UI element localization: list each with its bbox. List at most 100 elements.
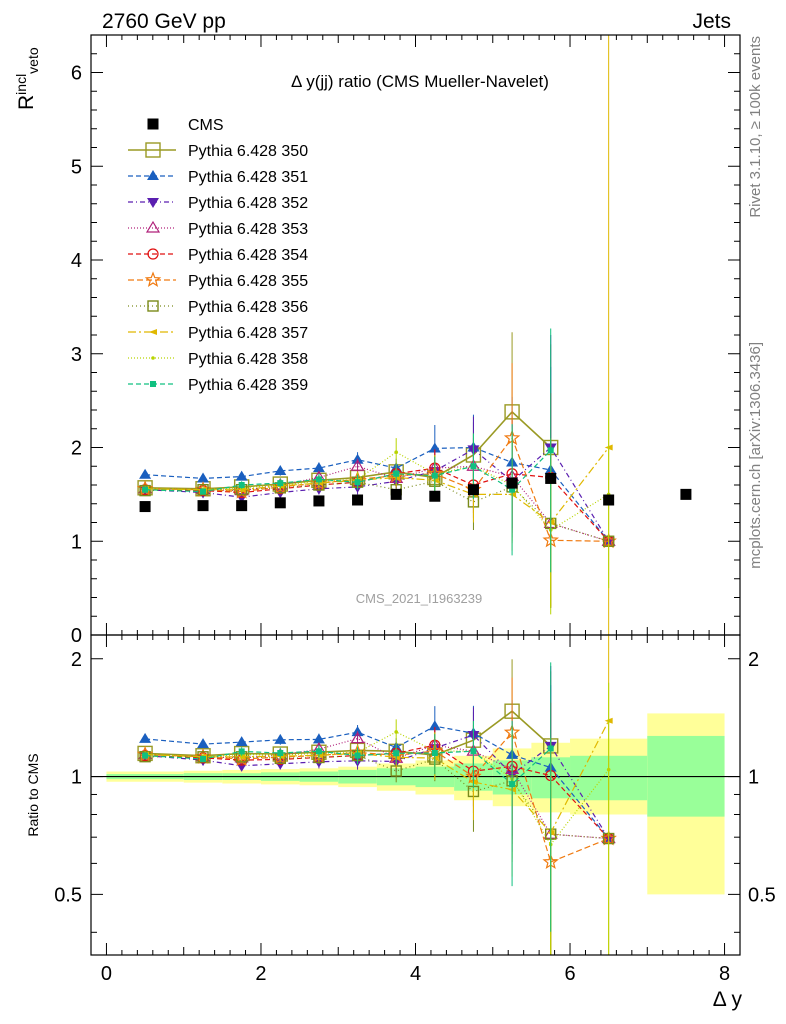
series-10-ratio (142, 662, 554, 932)
series-point (277, 480, 284, 487)
y-tick-label: 1 (71, 531, 82, 553)
y-tick-label: 5 (71, 156, 82, 178)
legend-label: Pythia 6.428 354 (188, 247, 308, 264)
series-line (145, 446, 610, 542)
ratio-y-tick-label: 2 (71, 649, 82, 671)
ratio-series-point (354, 752, 361, 759)
y-tick-label: 4 (71, 250, 82, 272)
legend-marker (147, 170, 159, 180)
legend-marker (151, 356, 155, 360)
legend-entry-9: Pythia 6.428 358 (128, 351, 308, 368)
ratio-series-point (393, 750, 400, 757)
legend-label: Pythia 6.428 359 (188, 377, 308, 394)
rivet-version-label: Rivet 3.1.10, ≥ 100k events (747, 36, 764, 218)
legend-label: Pythia 6.428 353 (188, 221, 308, 238)
legend-marker (145, 220, 161, 233)
series-point (200, 488, 207, 495)
series-point (235, 470, 248, 481)
series-point (547, 447, 554, 454)
legend-marker (147, 248, 159, 260)
data-series-main (139, 472, 692, 513)
mcplots-source-label: mcplots.cern.ch [arXiv:1306.3436] (747, 342, 764, 569)
series-line (145, 467, 610, 542)
data-point (236, 500, 248, 512)
series-point (238, 482, 245, 488)
legend-entry-3: Pythia 6.428 352 (128, 195, 308, 212)
legend-marker (144, 271, 162, 288)
ratio-series-point (315, 748, 322, 755)
ratio-y-axis-label: Ratio to CMS (25, 753, 41, 836)
ratio-y-tick-label: 1 (71, 767, 82, 789)
series-point (139, 484, 151, 497)
legend-entry-4: Pythia 6.428 353 (128, 220, 308, 238)
x-tick-label: 8 (719, 963, 730, 985)
ratio-series-line (145, 734, 610, 839)
ratio-series-point (394, 730, 398, 734)
series-point (197, 472, 210, 483)
series-7-main (139, 430, 615, 608)
series-point (509, 486, 516, 493)
data-point (139, 501, 151, 513)
ratio-plot-panel: 0 2 4 6 8 0.5 0.5 1 1 2 2 (54, 634, 776, 985)
legend-label: Pythia 6.428 356 (188, 299, 308, 316)
series-point (354, 479, 361, 486)
series-line (145, 449, 552, 493)
series-9-main (143, 400, 611, 615)
legend-entry-1: Pythia 6.428 350 (128, 142, 308, 160)
ratio-y-tick-label: 0.5 (54, 884, 82, 906)
ratio-series-line (145, 720, 610, 834)
data-point (680, 488, 692, 500)
series-line (145, 446, 610, 542)
ratio-series-point (238, 748, 245, 755)
ratio-y-tick-label-right: 0.5 (748, 884, 776, 906)
legend-entry-5: Pythia 6.428 354 (128, 247, 308, 264)
data-point (390, 488, 402, 500)
ratio-series-line (145, 748, 552, 785)
y-tick-label: 6 (71, 63, 82, 85)
ratio-series-point (351, 726, 364, 737)
legend-entry-data: CMS (147, 117, 224, 134)
ratio-series-line (145, 725, 610, 839)
ratio-series-point (277, 749, 284, 756)
data-point (545, 472, 557, 484)
ratio-series-point (142, 752, 149, 759)
svg-text:Rinclveto: Rinclveto (13, 47, 41, 110)
series-point (428, 442, 441, 453)
legend-marker (145, 142, 161, 158)
ratio-series-line (145, 731, 610, 846)
legend-entry-8: Pythia 6.428 357 (128, 325, 308, 342)
data-point (274, 497, 286, 509)
ratio-series-point (470, 748, 477, 755)
legend-label: Pythia 6.428 352 (188, 195, 308, 212)
ratio-series-point (235, 736, 248, 747)
legend-entry-2: Pythia 6.428 351 (128, 169, 308, 186)
ratio-series-point (547, 745, 554, 752)
legend-marker (147, 300, 159, 312)
data-point (506, 477, 518, 489)
ratio-series-point (274, 733, 287, 744)
ratio-series-point (139, 732, 152, 743)
legend-label: Pythia 6.428 358 (188, 351, 308, 368)
legend-entry-10: Pythia 6.428 359 (128, 377, 308, 394)
series-point (235, 493, 248, 504)
series-point (274, 464, 287, 475)
x-axis-label: Δ y (713, 988, 743, 1011)
x-tick-label: 4 (410, 963, 421, 985)
series-2-main (139, 366, 615, 574)
data-point (429, 490, 441, 502)
legend-marker (150, 381, 156, 387)
y-tick-label: 2 (71, 438, 82, 460)
data-point (313, 495, 325, 507)
ratio-series-point (350, 731, 365, 744)
main-y-axis-label: Rinclveto (13, 47, 41, 110)
data-point (197, 500, 209, 512)
ratio-y-tick-label-right: 1 (748, 767, 759, 789)
series-point (351, 453, 364, 464)
series-point (394, 450, 398, 454)
legend: CMS Pythia 6.428 350 Pythia 6.428 351 Pythi… (128, 117, 308, 394)
legend-marker (149, 329, 157, 335)
series-line (145, 410, 552, 490)
series-line (145, 436, 609, 542)
series-point (393, 470, 400, 477)
